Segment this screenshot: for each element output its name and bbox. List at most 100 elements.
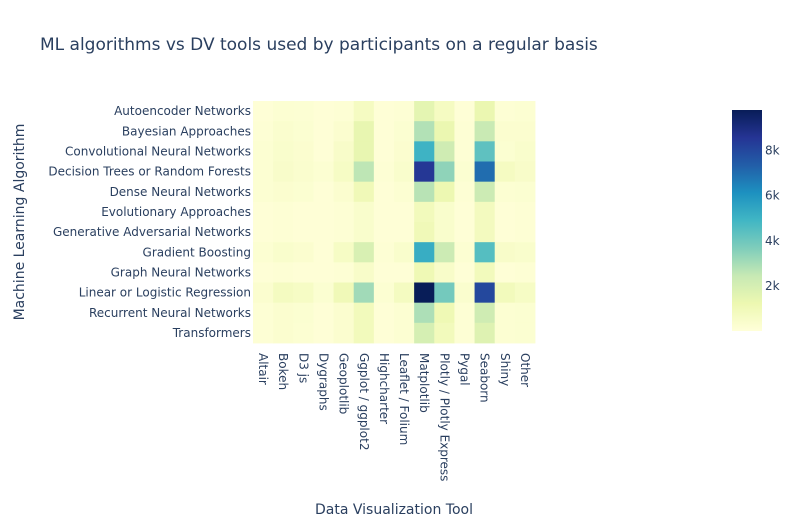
heatmap-cell xyxy=(313,302,334,324)
heatmap-cell xyxy=(313,121,334,142)
heatmap-cell xyxy=(373,141,395,162)
heatmap-cell xyxy=(394,161,415,183)
x-tick-label: Ggplot / ggplot2 xyxy=(357,353,371,450)
heatmap-cell xyxy=(434,222,455,243)
heatmap-cell xyxy=(454,161,475,183)
heatmap-cell xyxy=(434,322,455,344)
heatmap-cell xyxy=(273,282,294,304)
heatmap-cell xyxy=(454,181,475,203)
heatmap-cell xyxy=(333,242,355,263)
heatmap-cell xyxy=(373,282,395,304)
heatmap-cell xyxy=(394,302,415,324)
heatmap-cell xyxy=(273,141,294,162)
heatmap-cell xyxy=(494,222,516,243)
heatmap-cell xyxy=(394,322,415,344)
heatmap-cell xyxy=(434,141,455,162)
heatmap-cell xyxy=(293,201,314,223)
heatmap-cell xyxy=(313,161,334,183)
heatmap-cell xyxy=(333,181,355,203)
heatmap-cell xyxy=(494,282,516,304)
heatmap-cell xyxy=(293,262,314,283)
x-tick-label: Bokeh xyxy=(276,353,290,390)
heatmap-cell xyxy=(353,141,375,162)
y-tick-label: Evolutionary Approaches xyxy=(101,205,251,219)
x-tick-label: Shiny xyxy=(498,353,512,386)
heatmap-cell xyxy=(293,282,314,304)
heatmap-cell xyxy=(273,262,294,283)
heatmap-cell xyxy=(373,262,395,283)
heatmap-cell xyxy=(394,181,415,203)
x-tick-label: D3 js xyxy=(296,353,310,383)
heatmap-cell xyxy=(494,101,516,122)
heatmap-cell xyxy=(373,101,395,122)
heatmap-cell xyxy=(434,101,455,122)
heatmap-cell xyxy=(293,161,314,183)
y-tick-label: Decision Trees or Random Forests xyxy=(48,165,251,179)
heatmap-cell xyxy=(454,141,475,162)
heatmap-cell xyxy=(434,302,455,324)
heatmap-cell xyxy=(253,101,274,122)
heatmap-cell xyxy=(414,262,435,283)
heatmap-cell xyxy=(333,322,355,344)
heatmap-cell xyxy=(373,161,395,183)
y-tick-label: Graph Neural Networks xyxy=(111,265,251,279)
heatmap-cell xyxy=(353,302,375,324)
heatmap-cell xyxy=(414,201,435,223)
colorbar-tick-label: 8k xyxy=(765,144,780,158)
heatmap-cell xyxy=(253,121,274,142)
heatmap-cell xyxy=(434,161,455,183)
chart-title: ML algorithms vs DV tools used by partic… xyxy=(40,35,598,55)
heatmap-cell xyxy=(414,141,435,162)
heatmap-cell xyxy=(253,141,274,162)
heatmap-cell xyxy=(373,242,395,263)
y-tick-label: Linear or Logistic Regression xyxy=(79,286,251,300)
x-tick-label: Leaflet / Folium xyxy=(397,353,411,445)
colorbar xyxy=(732,110,762,331)
y-tick-label: Convolutional Neural Networks xyxy=(65,144,251,158)
heatmap-cell xyxy=(514,302,536,324)
heatmap-cell xyxy=(514,222,536,243)
heatmap-cell xyxy=(474,181,496,203)
heatmap-cell xyxy=(474,222,496,243)
heatmap-cell xyxy=(514,121,536,142)
heatmap-cell xyxy=(333,101,355,122)
heatmap-cell xyxy=(454,282,475,304)
heatmap-cell xyxy=(414,322,435,344)
heatmap-cell xyxy=(414,181,435,203)
heatmap-cell xyxy=(313,201,334,223)
heatmap-cell xyxy=(514,322,536,344)
heatmap-cell xyxy=(293,242,314,263)
heatmap-cell xyxy=(414,161,435,183)
heatmap-cell xyxy=(253,282,274,304)
heatmap-cell xyxy=(394,222,415,243)
heatmap-cell xyxy=(514,262,536,283)
y-axis-title: Machine Learning Algorithm xyxy=(12,124,28,321)
heatmap-cells xyxy=(253,101,536,344)
x-tick-label: Dygraphs xyxy=(317,353,331,411)
heatmap-cell xyxy=(373,181,395,203)
x-tick-label: Highcharter xyxy=(377,353,391,424)
heatmap-cell xyxy=(313,242,334,263)
heatmap-cell xyxy=(253,161,274,183)
y-tick-label: Recurrent Neural Networks xyxy=(89,306,251,320)
heatmap-cell xyxy=(273,242,294,263)
x-tick-label: Seaborn xyxy=(478,353,492,403)
heatmap-cell xyxy=(394,121,415,142)
heatmap-cell xyxy=(434,262,455,283)
heatmap-cell xyxy=(434,242,455,263)
heatmap-cell xyxy=(293,222,314,243)
heatmap-cell xyxy=(333,262,355,283)
heatmap-cell xyxy=(333,141,355,162)
x-tick-labels: Altair Bokeh D3 js Dygraphs Geoplotlib Ggplot… xyxy=(256,353,532,481)
heatmap-cell xyxy=(313,322,334,344)
heatmap-cell xyxy=(353,121,375,142)
heatmap-cell xyxy=(253,242,274,263)
colorbar-tick-label: 2k xyxy=(765,279,780,293)
y-tick-label: Generative Adversarial Networks xyxy=(53,225,251,239)
heatmap-cell xyxy=(414,121,435,142)
heatmap-cell xyxy=(514,282,536,304)
heatmap-cell xyxy=(353,242,375,263)
heatmap-cell xyxy=(313,101,334,122)
heatmap-cell xyxy=(394,282,415,304)
heatmap-cell xyxy=(373,222,395,243)
